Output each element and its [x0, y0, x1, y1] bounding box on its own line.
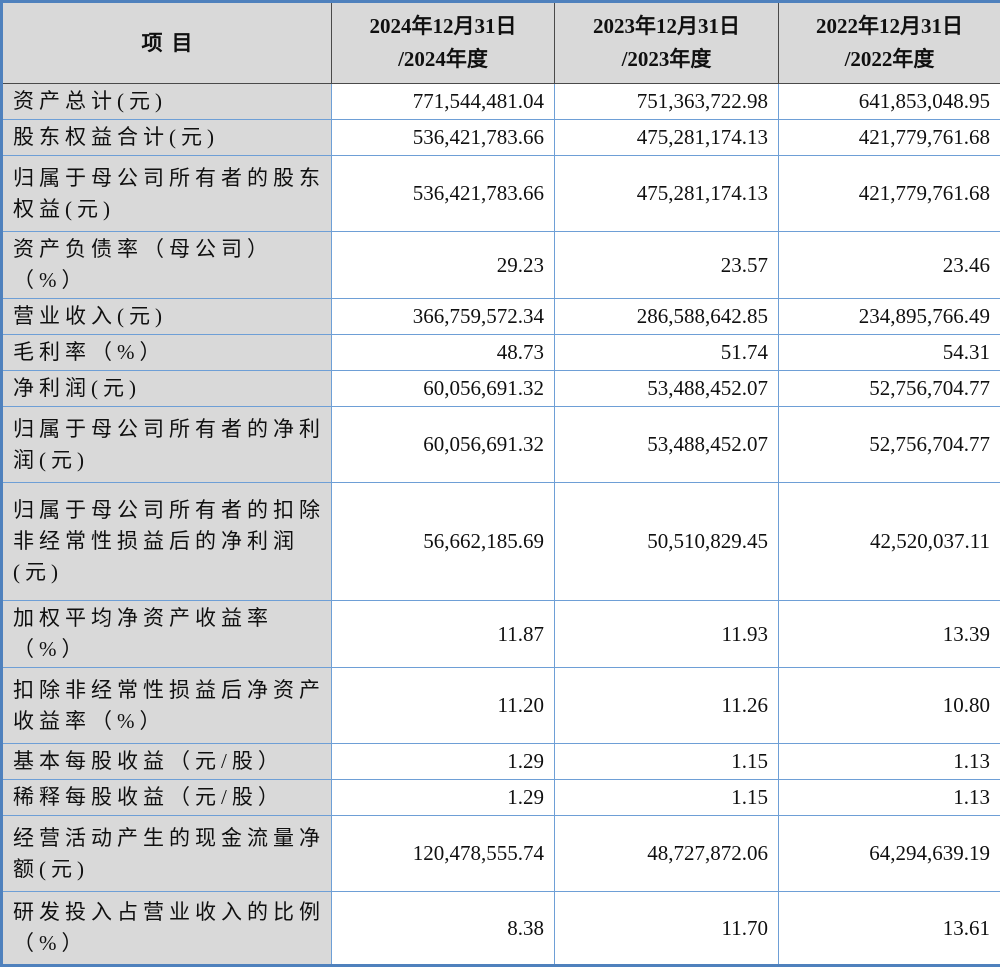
value-cell: 13.39 — [779, 601, 1000, 668]
row-label-parent-equity: 归属于母公司所有者的股东权益(元) — [2, 156, 332, 232]
value-cell: 53,488,452.07 — [555, 407, 779, 483]
table-row: 股东权益合计(元) 536,421,783.66 475,281,174.13 … — [2, 120, 1000, 156]
table-row: 净利润(元) 60,056,691.32 53,488,452.07 52,75… — [2, 371, 1000, 407]
financial-summary-page: 项目 2024年12月31日 /2024年度 2023年12月31日 /2023… — [0, 0, 1000, 891]
header-line-period: /2022年度 — [783, 43, 996, 76]
table-row: 加权平均净资产收益率（%） 11.87 11.93 13.39 — [2, 601, 1000, 668]
table-body: 资产总计(元) 771,544,481.04 751,363,722.98 64… — [2, 84, 1000, 966]
column-header-2023: 2023年12月31日 /2023年度 — [555, 2, 779, 84]
row-label-weighted-avg-roe: 加权平均净资产收益率（%） — [2, 601, 332, 668]
value-cell: 8.38 — [332, 892, 555, 966]
table-row: 研发投入占营业收入的比例（%） 8.38 11.70 13.61 — [2, 892, 1000, 966]
value-cell: 1.13 — [779, 780, 1000, 816]
table-row: 资产总计(元) 771,544,481.04 751,363,722.98 64… — [2, 84, 1000, 120]
row-label-operating-cash-flow: 经营活动产生的现金流量净额(元) — [2, 816, 332, 892]
value-cell: 23.46 — [779, 232, 1000, 299]
value-cell: 536,421,783.66 — [332, 156, 555, 232]
row-label-parent-net-profit: 归属于母公司所有者的净利润(元) — [2, 407, 332, 483]
value-cell: 54.31 — [779, 335, 1000, 371]
table-row: 扣除非经常性损益后净资产收益率（%） 11.20 11.26 10.80 — [2, 668, 1000, 744]
value-cell: 51.74 — [555, 335, 779, 371]
table-row: 经营活动产生的现金流量净额(元) 120,478,555.74 48,727,8… — [2, 816, 1000, 892]
row-label-net-profit: 净利润(元) — [2, 371, 332, 407]
column-header-item: 项目 — [2, 2, 332, 84]
value-cell: 52,756,704.77 — [779, 371, 1000, 407]
value-cell: 1.15 — [555, 744, 779, 780]
header-line-period: /2024年度 — [336, 43, 550, 76]
row-label-debt-ratio: 资产负债率（母公司）（%） — [2, 232, 332, 299]
value-cell: 11.26 — [555, 668, 779, 744]
row-label-diluted-eps: 稀释每股收益（元/股） — [2, 780, 332, 816]
value-cell: 48.73 — [332, 335, 555, 371]
value-cell: 234,895,766.49 — [779, 299, 1000, 335]
value-cell: 11.70 — [555, 892, 779, 966]
value-cell: 11.87 — [332, 601, 555, 668]
row-label-rd-expense-ratio: 研发投入占营业收入的比例（%） — [2, 892, 332, 966]
row-label-total-assets: 资产总计(元) — [2, 84, 332, 120]
header-line-date: 2024年12月31日 — [336, 10, 550, 43]
table-header: 项目 2024年12月31日 /2024年度 2023年12月31日 /2023… — [2, 2, 1000, 84]
value-cell: 1.29 — [332, 780, 555, 816]
value-cell: 56,662,185.69 — [332, 483, 555, 601]
header-line-period: /2023年度 — [559, 43, 774, 76]
value-cell: 771,544,481.04 — [332, 84, 555, 120]
value-cell: 366,759,572.34 — [332, 299, 555, 335]
column-header-2022: 2022年12月31日 /2022年度 — [779, 2, 1000, 84]
value-cell: 1.15 — [555, 780, 779, 816]
value-cell: 1.29 — [332, 744, 555, 780]
value-cell: 421,779,761.68 — [779, 120, 1000, 156]
value-cell: 53,488,452.07 — [555, 371, 779, 407]
value-cell: 11.93 — [555, 601, 779, 668]
row-label-basic-eps: 基本每股收益（元/股） — [2, 744, 332, 780]
value-cell: 11.20 — [332, 668, 555, 744]
value-cell: 52,756,704.77 — [779, 407, 1000, 483]
value-cell: 536,421,783.66 — [332, 120, 555, 156]
value-cell: 64,294,639.19 — [779, 816, 1000, 892]
value-cell: 23.57 — [555, 232, 779, 299]
value-cell: 29.23 — [332, 232, 555, 299]
table-row: 基本每股收益（元/股） 1.29 1.15 1.13 — [2, 744, 1000, 780]
value-cell: 42,520,037.11 — [779, 483, 1000, 601]
value-cell: 475,281,174.13 — [555, 120, 779, 156]
table-row: 归属于母公司所有者的扣除非经常性损益后的净利润(元) 56,662,185.69… — [2, 483, 1000, 601]
table-row: 归属于母公司所有者的股东权益(元) 536,421,783.66 475,281… — [2, 156, 1000, 232]
table-row: 归属于母公司所有者的净利润(元) 60,056,691.32 53,488,45… — [2, 407, 1000, 483]
table-row: 稀释每股收益（元/股） 1.29 1.15 1.13 — [2, 780, 1000, 816]
value-cell: 60,056,691.32 — [332, 407, 555, 483]
header-line-date: 2023年12月31日 — [559, 10, 774, 43]
value-cell: 10.80 — [779, 668, 1000, 744]
value-cell: 421,779,761.68 — [779, 156, 1000, 232]
header-line-date: 2022年12月31日 — [783, 10, 996, 43]
table-row: 资产负债率（母公司）（%） 29.23 23.57 23.46 — [2, 232, 1000, 299]
table-row: 毛利率（%） 48.73 51.74 54.31 — [2, 335, 1000, 371]
value-cell: 120,478,555.74 — [332, 816, 555, 892]
value-cell: 641,853,048.95 — [779, 84, 1000, 120]
value-cell: 60,056,691.32 — [332, 371, 555, 407]
value-cell: 1.13 — [779, 744, 1000, 780]
value-cell: 50,510,829.45 — [555, 483, 779, 601]
value-cell: 475,281,174.13 — [555, 156, 779, 232]
value-cell: 286,588,642.85 — [555, 299, 779, 335]
row-label-revenue: 营业收入(元) — [2, 299, 332, 335]
row-label-total-equity: 股东权益合计(元) — [2, 120, 332, 156]
header-row: 项目 2024年12月31日 /2024年度 2023年12月31日 /2023… — [2, 2, 1000, 84]
column-header-2024: 2024年12月31日 /2024年度 — [332, 2, 555, 84]
table-row: 营业收入(元) 366,759,572.34 286,588,642.85 23… — [2, 299, 1000, 335]
value-cell: 48,727,872.06 — [555, 816, 779, 892]
row-label-parent-net-profit-excl-nonrecurring: 归属于母公司所有者的扣除非经常性损益后的净利润(元) — [2, 483, 332, 601]
row-label-gross-margin: 毛利率（%） — [2, 335, 332, 371]
value-cell: 751,363,722.98 — [555, 84, 779, 120]
row-label-roe-excl-nonrecurring: 扣除非经常性损益后净资产收益率（%） — [2, 668, 332, 744]
value-cell: 13.61 — [779, 892, 1000, 966]
